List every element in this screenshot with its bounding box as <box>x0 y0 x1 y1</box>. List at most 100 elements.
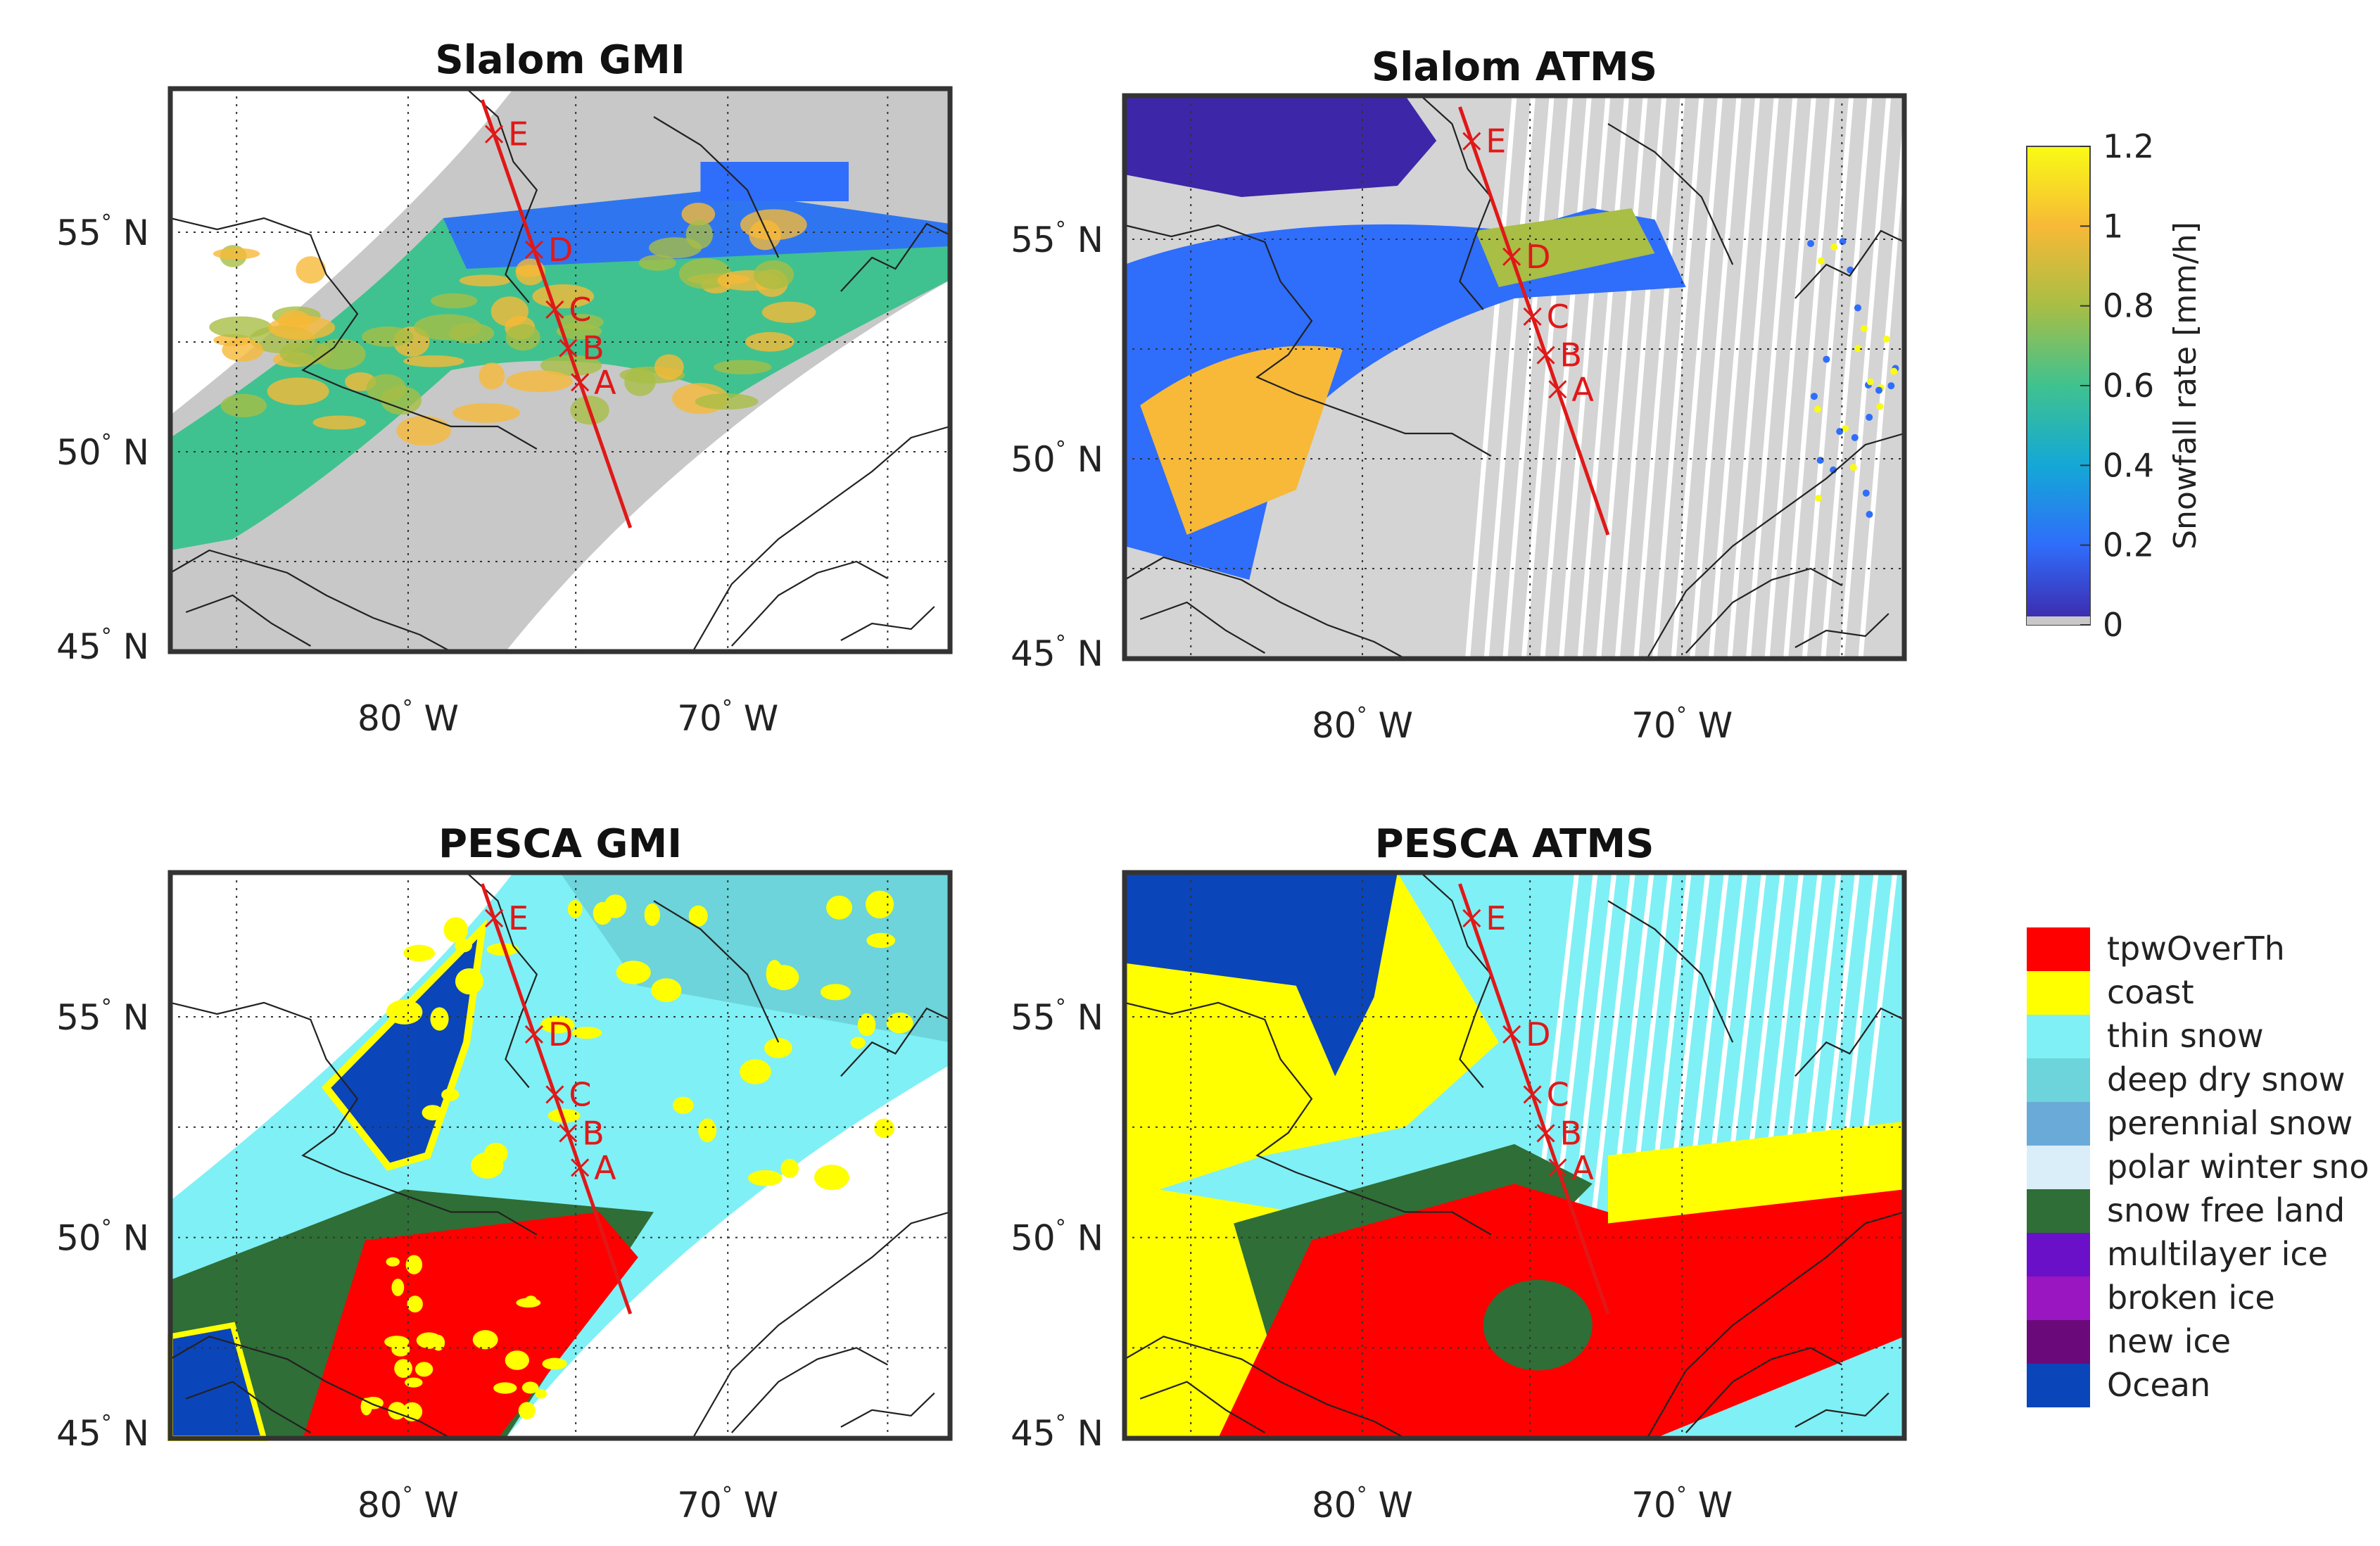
class-coast-patch <box>455 968 484 995</box>
snowfall-pixel <box>1854 304 1861 312</box>
class-coast-patch <box>826 895 853 920</box>
snowfall-patch <box>267 377 329 405</box>
coastline <box>1646 432 1905 659</box>
transect-label: E <box>1486 899 1506 937</box>
coastline <box>1685 567 1842 654</box>
legend-label: deep dry snow <box>2107 1060 2345 1098</box>
legend-label: perennial snow <box>2107 1104 2353 1142</box>
lat-tick-label: 45° N <box>1011 631 1103 674</box>
class-coast-patch <box>542 1357 567 1370</box>
transect-marker <box>559 1124 578 1143</box>
coastline <box>1795 229 1905 299</box>
snowfall-patch <box>638 255 676 271</box>
scan-gap <box>1690 95 1742 659</box>
panel-title: PESCA GMI <box>438 821 682 867</box>
lat-tick-label: 45° N <box>56 624 149 667</box>
snowfall-patch <box>695 393 759 410</box>
transect-label: A <box>594 363 616 401</box>
class-coast-patch <box>471 1152 504 1179</box>
class-tpw-over-th <box>303 1212 638 1438</box>
class-coast-patch <box>886 1012 913 1034</box>
snowfall-pixel <box>1814 405 1822 413</box>
class-coast-patch <box>416 1332 442 1349</box>
transect-marker <box>571 1158 590 1177</box>
class-coast-patch <box>540 1015 575 1034</box>
snowfall-patch <box>557 313 604 331</box>
scan-gap <box>1554 872 1598 1212</box>
class-coast-patch <box>394 1359 412 1379</box>
colorbar-tick-label: 0 <box>2103 606 2123 644</box>
legend-label: tpwOverTh <box>2107 930 2285 968</box>
class-coast-patch <box>443 917 469 943</box>
scan-gap <box>1591 872 1635 1212</box>
snowfall-pixel <box>1866 378 1874 386</box>
snowfall-pixel <box>1810 393 1818 400</box>
snowfall-patch <box>761 301 816 323</box>
scan-gap <box>1671 95 1723 659</box>
class-coast-patch <box>874 1118 895 1139</box>
legend-swatch <box>2027 1146 2090 1189</box>
coastline <box>185 594 311 647</box>
scan-gap <box>1558 95 1611 659</box>
scan-gap <box>1821 95 1873 659</box>
scan-gap <box>1502 95 1555 659</box>
transect-label: E <box>508 899 528 937</box>
coastline <box>1124 556 1406 659</box>
legend-swatch <box>2027 1058 2090 1102</box>
lat-tick-label: 55° N <box>56 995 149 1038</box>
class-coast-patch <box>764 1038 792 1058</box>
class-ocean <box>1125 873 1398 1077</box>
scan-gap <box>1745 95 1798 659</box>
panel-frame <box>1122 93 1907 661</box>
transect-marker <box>524 1025 543 1044</box>
class-coast-patch <box>414 1362 433 1377</box>
snowfall-patch <box>654 354 684 380</box>
transect-label: E <box>508 115 528 153</box>
transect-label: A <box>1571 370 1594 408</box>
class-coast-patch <box>820 984 851 1001</box>
snowfall-pixel <box>1876 403 1884 410</box>
legend-label: coast <box>2107 973 2194 1011</box>
scan-gap <box>1465 95 1517 659</box>
snowfall-patch <box>452 403 521 423</box>
coastline <box>1139 1381 1265 1433</box>
class-coast-patch <box>616 961 651 984</box>
coastline <box>1607 123 1734 265</box>
class-coast-patch <box>405 1255 423 1274</box>
coastline <box>1685 1347 1842 1433</box>
transect-marker <box>1523 307 1542 326</box>
snowfall-patch <box>296 256 326 284</box>
snowfall-pixel <box>1866 511 1873 519</box>
transect-marker <box>559 338 578 357</box>
lon-tick-label: 80° W <box>357 696 459 739</box>
snowfall-patch <box>490 296 528 327</box>
coastline <box>653 900 780 1043</box>
snowfall-patch <box>213 248 260 260</box>
snowfall-patch <box>1475 208 1655 287</box>
transect-label: C <box>1547 1075 1569 1113</box>
snowfall-patch <box>685 220 714 249</box>
scan-gap <box>1633 95 1685 659</box>
transect-marker <box>545 300 564 319</box>
snowfall-patch <box>403 355 464 367</box>
scan-gap <box>1483 95 1536 659</box>
scan-gap <box>1521 95 1574 659</box>
transect-marker <box>545 1085 564 1104</box>
snowfall-pixel <box>1849 464 1857 471</box>
class-coast-patch <box>571 1027 602 1039</box>
snowfall-patch <box>222 338 264 362</box>
transect-label: C <box>569 1075 591 1113</box>
lon-tick-label: 70° W <box>1631 703 1733 746</box>
scan-gap <box>1540 95 1592 659</box>
legend-swatch <box>2027 1102 2090 1146</box>
snowfall-pixel <box>1851 433 1859 441</box>
legend-swatch <box>2027 1015 2090 1058</box>
class-coast-patch <box>651 978 682 1002</box>
transect-marker <box>1548 1158 1567 1177</box>
scan-gap <box>1572 872 1617 1212</box>
scan-gap <box>1708 95 1761 659</box>
legend-label: polar winter sno <box>2107 1148 2369 1186</box>
snowfall-patch <box>268 315 336 340</box>
